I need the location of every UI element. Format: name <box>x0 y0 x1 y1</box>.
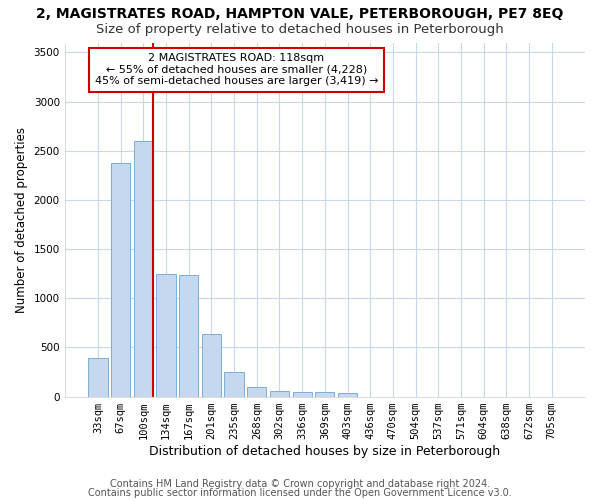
Bar <box>270 391 289 396</box>
Bar <box>134 141 153 397</box>
Text: Contains HM Land Registry data © Crown copyright and database right 2024.: Contains HM Land Registry data © Crown c… <box>110 479 490 489</box>
Bar <box>111 163 130 396</box>
Bar <box>157 274 176 396</box>
Bar <box>179 274 199 396</box>
Bar <box>88 358 107 397</box>
Text: 2 MAGISTRATES ROAD: 118sqm
← 55% of detached houses are smaller (4,228)
45% of s: 2 MAGISTRATES ROAD: 118sqm ← 55% of deta… <box>95 53 378 86</box>
Bar <box>338 393 357 396</box>
Bar <box>247 386 266 396</box>
Text: 2, MAGISTRATES ROAD, HAMPTON VALE, PETERBOROUGH, PE7 8EQ: 2, MAGISTRATES ROAD, HAMPTON VALE, PETER… <box>37 8 563 22</box>
Y-axis label: Number of detached properties: Number of detached properties <box>15 126 28 312</box>
Text: Size of property relative to detached houses in Peterborough: Size of property relative to detached ho… <box>96 22 504 36</box>
Bar <box>224 372 244 396</box>
Bar <box>315 392 334 396</box>
Bar <box>202 334 221 396</box>
Bar <box>293 392 312 396</box>
X-axis label: Distribution of detached houses by size in Peterborough: Distribution of detached houses by size … <box>149 444 500 458</box>
Text: Contains public sector information licensed under the Open Government Licence v3: Contains public sector information licen… <box>88 488 512 498</box>
